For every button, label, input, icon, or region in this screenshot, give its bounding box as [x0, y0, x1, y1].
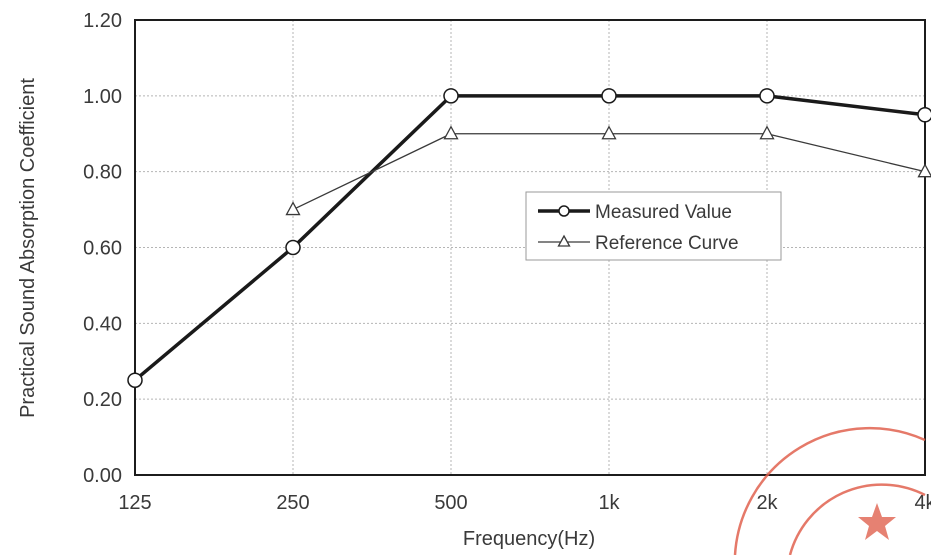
stamp-arc-inner — [790, 485, 925, 555]
legend: Measured Value Reference Curve — [526, 192, 781, 260]
data-point-reference — [287, 203, 300, 215]
y-tick-labels: 0.00 0.20 0.40 0.60 0.80 1.00 1.20 — [83, 10, 122, 487]
x-tick-label: 1k — [598, 492, 620, 514]
x-tick-label: 4k — [914, 492, 931, 514]
data-point-measured — [760, 89, 774, 103]
y-tick-label: 0.00 — [83, 465, 122, 487]
legend-marker-circle — [559, 206, 569, 216]
x-tick-label: 125 — [118, 492, 151, 514]
x-tick-labels: 125 250 500 1k 2k 4k — [118, 492, 931, 514]
data-point-reference — [445, 127, 458, 139]
data-point-measured — [918, 108, 931, 122]
data-point-reference — [761, 127, 774, 139]
y-tick-label: 0.40 — [83, 313, 122, 335]
y-tick-label: 0.60 — [83, 238, 122, 260]
y-tick-label: 1.00 — [83, 86, 122, 108]
x-axis-label: Frequency(Hz) — [463, 528, 595, 550]
data-point-measured — [444, 89, 458, 103]
data-point-measured — [602, 89, 616, 103]
stamp-star — [858, 503, 896, 540]
legend-label-measured: Measured Value — [595, 202, 732, 223]
data-point-reference — [603, 127, 616, 139]
y-tick-label: 0.80 — [83, 162, 122, 184]
data-point-measured — [286, 241, 300, 255]
y-axis-label: Practical Sound Absorption Coefficient — [17, 78, 39, 418]
x-tick-label: 500 — [434, 492, 467, 514]
data-point-measured — [128, 373, 142, 387]
x-tick-label: 2k — [756, 492, 778, 514]
y-tick-label: 0.20 — [83, 389, 122, 411]
legend-label-reference: Reference Curve — [595, 233, 739, 254]
y-tick-label: 1.20 — [83, 10, 122, 32]
x-tick-label: 250 — [276, 492, 309, 514]
